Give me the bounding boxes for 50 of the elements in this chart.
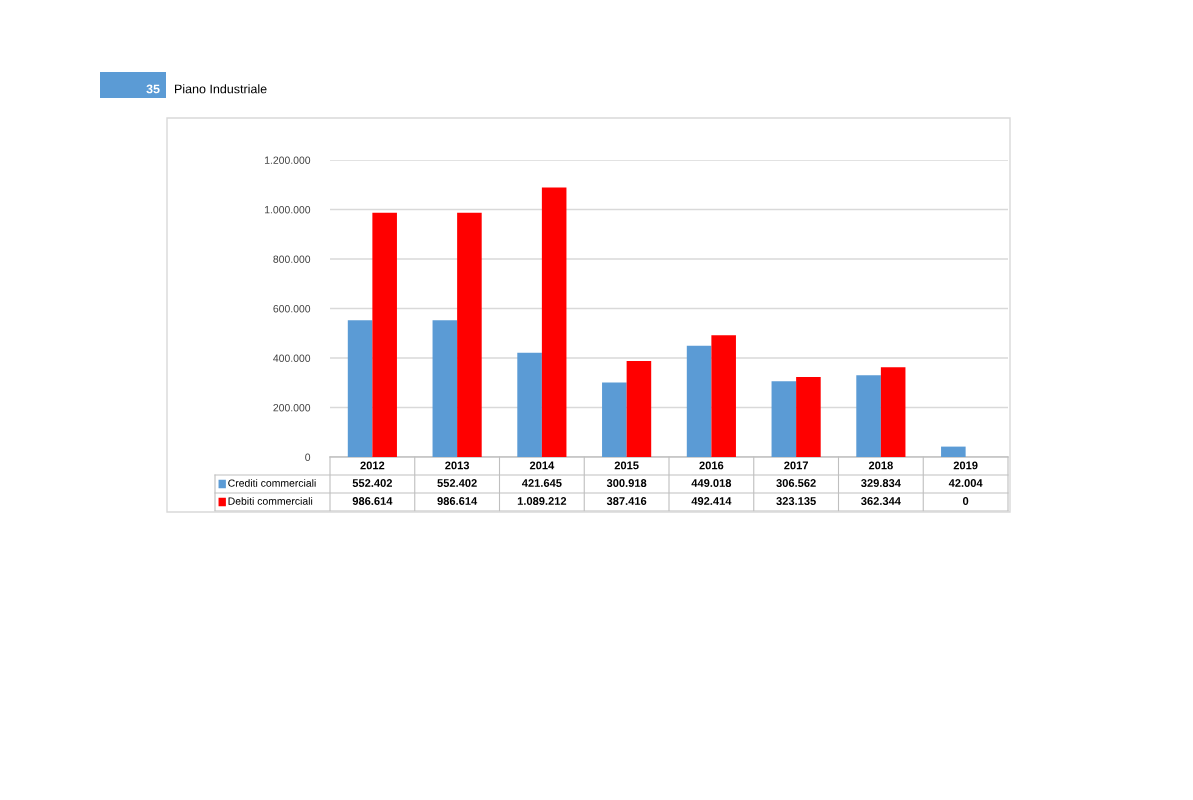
bar <box>686 345 712 457</box>
bar <box>796 377 821 457</box>
legend-label: Debiti commerciali <box>228 497 313 505</box>
x-tick-label: 2016 <box>699 461 724 470</box>
x-tick-label: 2014 <box>529 461 555 470</box>
y-tick-label: 800.000 <box>273 255 311 263</box>
data-label: 552.402 <box>437 479 477 487</box>
data-label: 323.135 <box>776 497 816 505</box>
data-label: 387.416 <box>606 497 647 505</box>
bar <box>626 361 652 457</box>
text: Piano Industriale <box>175 84 267 94</box>
y-tick-label: 1.200.000 <box>265 156 311 164</box>
bar <box>941 446 966 457</box>
y-tick-label: 400.000 <box>273 354 311 362</box>
y-tick-label: 1.000.000 <box>265 206 311 214</box>
x-tick-label: 2017 <box>784 461 808 470</box>
bar <box>372 212 397 457</box>
y-tick-label: 0 <box>305 453 311 461</box>
data-label: 0 <box>962 497 969 505</box>
y-tick-label: 600.000 <box>273 305 311 313</box>
data-label: 986.614 <box>437 497 478 505</box>
x-tick-label: 2013 <box>445 461 470 470</box>
text: 35 <box>146 84 160 94</box>
x-tick-label: 2018 <box>868 461 893 470</box>
bar <box>880 367 906 457</box>
bar <box>517 352 542 457</box>
bar <box>347 320 373 457</box>
legend-label: Crediti commerciali <box>228 479 316 487</box>
data-label: 552.402 <box>352 479 393 487</box>
data-label: 300.918 <box>606 479 647 487</box>
data-label: 449.018 <box>691 479 732 487</box>
bar <box>856 375 881 457</box>
y-tick-label: 200.000 <box>273 404 311 412</box>
bar <box>541 187 567 457</box>
data-label: 362.344 <box>861 497 901 505</box>
x-tick-label: 2019 <box>953 461 978 470</box>
data-label: 986.614 <box>352 497 393 505</box>
bar <box>457 212 482 457</box>
data-label: 492.414 <box>691 497 732 505</box>
bar <box>711 335 736 457</box>
bar <box>771 381 797 457</box>
data-label: 421.645 <box>521 479 562 487</box>
data-label: 329.834 <box>861 479 901 487</box>
bar <box>432 320 458 457</box>
x-tick-label: 2012 <box>360 461 385 470</box>
bar <box>602 382 627 457</box>
x-tick-label: 2015 <box>614 461 639 470</box>
data-label: 1.089.212 <box>517 497 567 505</box>
data-label: 42.004 <box>948 479 983 487</box>
data-label: 306.562 <box>776 479 816 487</box>
